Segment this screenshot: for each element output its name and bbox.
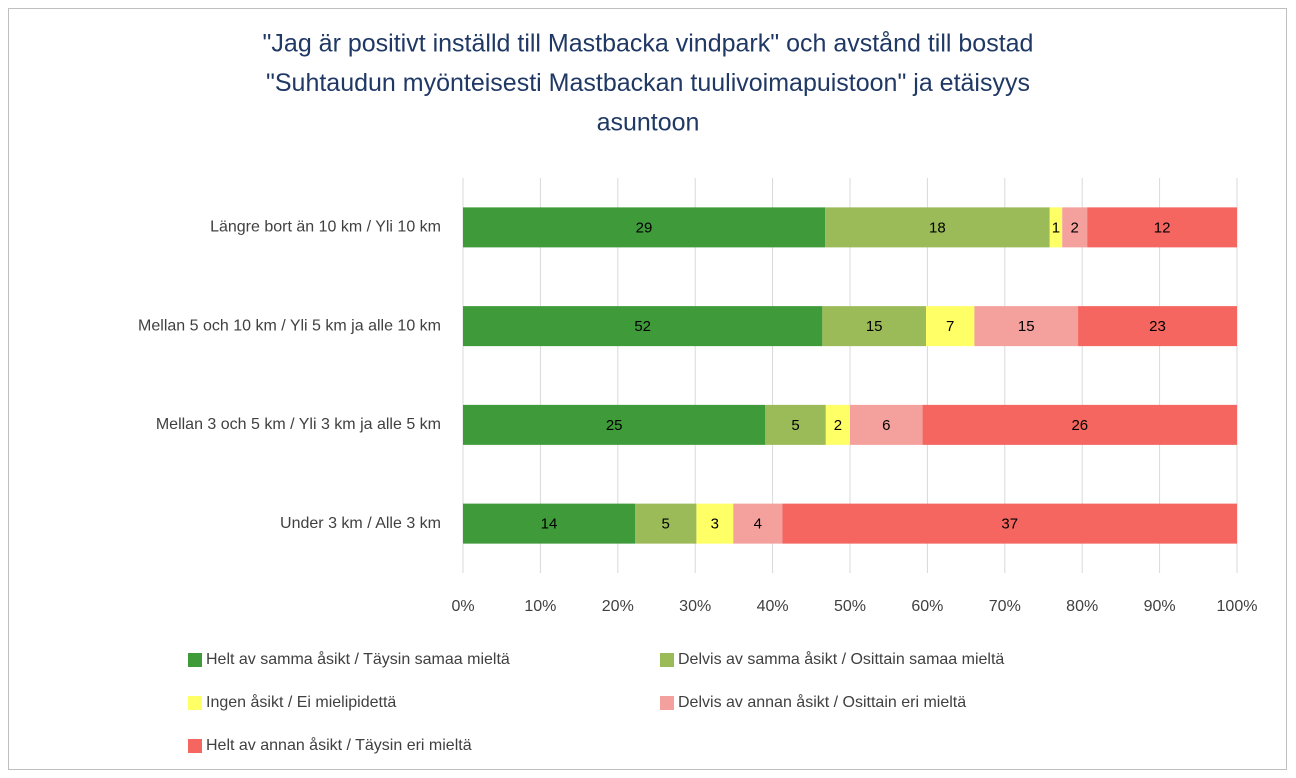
y-tick-label: Mellan 3 och 5 km / Yli 3 km ja alle 5 k…: [156, 416, 441, 433]
legend-swatch: [660, 696, 674, 710]
legend-swatch: [188, 739, 202, 753]
chart-title: "Jag är positivt inställd till Mastbacka…: [263, 30, 1034, 58]
x-tick-label: 70%: [989, 598, 1021, 615]
data-label: 5: [791, 417, 799, 434]
legend-label: Helt av samma åsikt / Täysin samaa mielt…: [206, 650, 510, 668]
y-tick-label: Mellan 5 och 10 km / Yli 5 km ja alle 10…: [138, 317, 441, 334]
bar-segment: [635, 503, 697, 544]
data-label: 15: [866, 318, 883, 335]
bar-segment: [1049, 207, 1063, 248]
bar-segment: [825, 207, 1050, 248]
legend-label: Helt av annan åsikt / Täysin eri mieltä: [206, 736, 472, 754]
x-tick-label: 50%: [834, 598, 866, 615]
data-label: 14: [541, 516, 558, 533]
data-label: 5: [662, 516, 670, 533]
legend-label: Delvis av samma åsikt / Osittain samaa m…: [678, 650, 1004, 668]
bar-segment: [782, 503, 1237, 544]
bar-segment: [822, 306, 927, 347]
bar-segment: [1078, 306, 1237, 347]
chart-border: [8, 8, 1287, 770]
data-label: 26: [1071, 417, 1088, 434]
x-tick-label: 60%: [911, 598, 943, 615]
x-tick-label: 90%: [1144, 598, 1176, 615]
bar-segment: [463, 306, 823, 347]
bar-segment: [974, 306, 1079, 347]
data-label: 2: [834, 417, 842, 434]
bar-segment: [926, 306, 975, 347]
legend-label: Ingen åsikt / Ei mielipidettä: [206, 693, 396, 711]
y-tick-label: Längre bort än 10 km / Yli 10 km: [210, 219, 441, 236]
legend-swatch: [188, 696, 202, 710]
bar-segment: [696, 503, 734, 544]
chart-title: asuntoon: [597, 109, 700, 137]
bar-segment: [850, 404, 923, 445]
bar-segment: [922, 404, 1237, 445]
x-tick-label: 0%: [451, 598, 474, 615]
chart-title: "Suhtaudun myönteisesti Mastbackan tuuli…: [266, 69, 1030, 97]
data-label: 52: [634, 318, 651, 335]
data-label: 2: [1071, 219, 1079, 236]
data-label: 1: [1052, 219, 1060, 236]
x-tick-label: 30%: [679, 598, 711, 615]
bar-segment: [733, 503, 783, 544]
data-label: 3: [711, 516, 719, 533]
bar-segment: [463, 207, 826, 248]
x-tick-label: 20%: [602, 598, 634, 615]
data-label: 29: [636, 219, 653, 236]
data-label: 25: [606, 417, 623, 434]
data-label: 6: [882, 417, 890, 434]
data-label: 18: [929, 219, 946, 236]
legend-swatch: [188, 653, 202, 667]
data-label: 4: [754, 516, 762, 533]
data-label: 23: [1149, 318, 1166, 335]
bar-segment: [1087, 207, 1237, 248]
y-tick-label: Under 3 km / Alle 3 km: [280, 515, 441, 532]
data-label: 37: [1001, 516, 1018, 533]
bar-segment: [1062, 207, 1088, 248]
legend-label: Delvis av annan åsikt / Osittain eri mie…: [678, 693, 966, 711]
bar-segment: [463, 503, 635, 544]
data-label: 12: [1154, 219, 1171, 236]
data-label: 15: [1018, 318, 1035, 335]
x-tick-label: 10%: [524, 598, 556, 615]
data-label: 7: [946, 318, 954, 335]
bar-segment: [825, 404, 850, 445]
x-tick-label: 100%: [1217, 598, 1258, 615]
x-tick-label: 80%: [1066, 598, 1098, 615]
bar-segment: [765, 404, 826, 445]
legend-swatch: [660, 653, 674, 667]
bar-segment: [463, 404, 766, 445]
x-tick-label: 40%: [757, 598, 789, 615]
